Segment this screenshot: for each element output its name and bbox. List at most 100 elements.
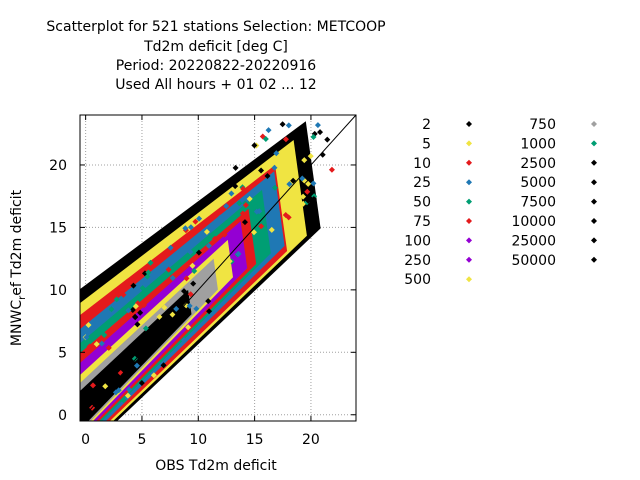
legend-label-7500: 7500 — [520, 195, 556, 211]
outlier-point — [190, 280, 197, 287]
density-band-2500 — [80, 289, 192, 421]
legend-marker-50 — [466, 198, 472, 205]
legend-label-2500: 2500 — [520, 156, 556, 172]
legend-marker-25 — [466, 179, 472, 186]
legend-label-50: 50 — [413, 195, 431, 211]
outlier-point — [191, 268, 198, 275]
legend-label-5000: 5000 — [520, 175, 556, 191]
outlier-point — [305, 180, 312, 187]
chart-title-line-3: Period: 20220822-20220916 — [116, 58, 316, 74]
outlier-point — [187, 248, 194, 255]
outlier-point — [217, 214, 224, 221]
outlier-point — [181, 337, 188, 344]
outlier-point — [133, 362, 140, 369]
outlier-point — [285, 194, 292, 201]
outlier-point — [187, 224, 194, 231]
outlier-point — [101, 331, 108, 338]
one-to-one-line — [79, 114, 357, 422]
plot-frame — [79, 114, 357, 422]
outlier-point — [86, 343, 93, 350]
outlier-point — [205, 298, 212, 305]
legend-marker-7500 — [591, 198, 597, 205]
outlier-point — [145, 269, 152, 276]
outlier-point — [167, 244, 174, 251]
outlier-point — [183, 275, 190, 282]
outlier-point — [132, 303, 139, 310]
outlier-point — [137, 309, 144, 316]
outlier-point — [235, 250, 242, 257]
legend-label-2: 2 — [422, 117, 431, 133]
x-tick-label: 10 — [189, 432, 207, 448]
x-tick-label: 15 — [246, 432, 264, 448]
outlier-point — [265, 127, 272, 134]
legend-marker-100 — [466, 237, 472, 244]
outlier-point — [173, 305, 180, 312]
outlier-point — [221, 231, 228, 238]
legend-label-5: 5 — [422, 136, 431, 152]
outlier-point — [256, 208, 263, 215]
outlier-point — [246, 167, 253, 174]
x-tick-label: 5 — [137, 432, 146, 448]
outlier-point — [138, 380, 145, 387]
outlier-point — [192, 218, 199, 225]
outlier-point — [187, 291, 194, 298]
outlier-point — [286, 181, 293, 188]
outlier-point — [300, 193, 307, 200]
legend: 2510255075100250500750100025005000750010… — [404, 117, 597, 288]
outlier-point — [98, 340, 105, 347]
outlier-point — [182, 225, 189, 232]
outlier-point — [290, 177, 297, 184]
legend-label-75: 75 — [413, 214, 431, 230]
legend-label-10: 10 — [413, 156, 431, 172]
outlier-point — [271, 164, 278, 171]
legend-label-100: 100 — [404, 233, 431, 249]
outlier-point — [223, 203, 230, 210]
outlier-point — [301, 157, 308, 164]
outlier-point — [206, 308, 213, 315]
outlier-point — [105, 344, 112, 351]
y-tick-label: 15 — [49, 220, 67, 236]
legend-label-500: 500 — [404, 272, 431, 288]
x-tick-label: 20 — [302, 432, 320, 448]
legend-marker-750 — [591, 121, 597, 127]
outlier-point — [93, 341, 100, 348]
x-axis-ticks: 0 5 10 15 20 — [81, 115, 320, 448]
outlier-point — [126, 386, 133, 393]
outlier-point — [186, 302, 193, 309]
outlier-point — [239, 210, 246, 217]
outlier-point — [258, 223, 265, 230]
outlier-point — [165, 266, 172, 273]
outlier-point — [232, 164, 239, 171]
outlier-point — [130, 282, 137, 289]
legend-label-25000: 25000 — [511, 233, 556, 249]
outlier-point — [271, 184, 278, 191]
legend-marker-500 — [466, 276, 472, 283]
outlier-point — [156, 313, 163, 320]
legend-label-750: 750 — [529, 117, 556, 133]
outlier-point — [317, 129, 324, 136]
outlier-point — [113, 296, 120, 303]
outlier-point — [142, 325, 149, 332]
outlier-point — [120, 397, 127, 404]
outlier-point — [285, 122, 292, 129]
legend-marker-2 — [466, 121, 472, 127]
outlier-points — [82, 121, 335, 411]
outlier-point — [279, 121, 286, 128]
outlier-point — [139, 285, 146, 292]
outlier-point — [180, 288, 187, 295]
chart-title-line-4: Used All hours + 01 02 ... 12 — [115, 77, 316, 93]
outlier-point — [310, 134, 317, 141]
outlier-point — [134, 321, 141, 328]
outlier-point — [147, 259, 154, 266]
outlier-point — [112, 389, 119, 396]
outlier-point — [270, 195, 277, 202]
legend-marker-75 — [466, 218, 472, 224]
outlier-point — [228, 190, 235, 197]
outlier-point — [102, 383, 109, 390]
outlier-point — [196, 215, 203, 222]
outlier-point — [169, 275, 176, 282]
outlier-point — [150, 372, 157, 379]
x-axis-label: OBS Td2m deficit — [155, 458, 277, 474]
outlier-point — [251, 229, 258, 236]
